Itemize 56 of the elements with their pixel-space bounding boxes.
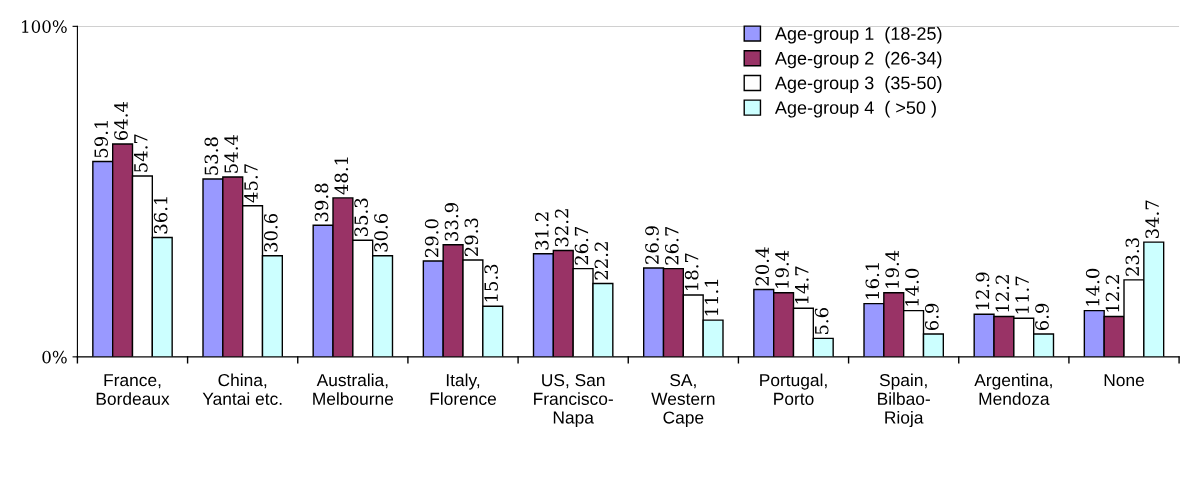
data-label: 12.2 [995,275,1010,312]
data-label: 32.2 [554,209,569,247]
data-label: 26.9 [645,226,659,264]
data-label: 19.4 [885,250,899,288]
data-label: 6.9 [1035,303,1049,331]
x-tick-label: China, Yantai etc. [202,373,282,405]
x-tick-label: US, San Francisco- Napa [534,373,613,428]
data-label: 59.1 [94,121,108,158]
x-tick-label: Portugal, Porto [760,373,827,405]
data-label: 18.7 [684,253,699,291]
x-tick-label: Spain, Bilbao- Rioja [878,373,930,428]
data-label: 54.4 [224,134,238,173]
data-label: 26.7 [665,226,679,265]
data-label: 45.7 [244,164,258,203]
data-label: 6.9 [925,303,939,331]
data-label: 12.2 [1105,275,1120,312]
data-label: 19.4 [775,250,789,288]
data-label: 64.4 [114,101,128,141]
legend-label: Age-group 1 (18-25) [774,26,942,44]
x-tick-label: None [1104,374,1144,387]
legend-label: Age-group 2 (26-34) [774,51,942,69]
data-label: 30.6 [374,213,388,252]
data-label: 29.0 [424,219,439,257]
x-tick-label: Australia, Melbourne [313,373,394,405]
data-label: 35.3 [354,198,368,237]
x-tick-label: Argentina, Mendoza [974,373,1052,405]
data-label: 20.4 [755,247,769,286]
data-label: 26.7 [574,226,589,265]
data-label: 29.3 [464,218,479,257]
data-label: 39.8 [314,183,329,222]
data-label: 48.1 [334,157,349,195]
data-label: 34.7 [1145,200,1159,239]
data-label: 15.3 [484,264,498,302]
data-label: 33.9 [444,203,459,241]
x-tick-label: SA, Western Cape [651,373,715,428]
data-label: 54.7 [134,134,148,172]
data-label: 12.9 [975,272,990,310]
data-label: 53.8 [204,137,219,175]
data-label: 14.0 [1085,268,1100,306]
data-label: 11.7 [1015,276,1029,314]
data-label: 16.1 [865,263,880,299]
x-tick-label: France, Bordeaux [96,374,170,405]
x-tick-label: Italy, Florence [430,373,497,405]
data-label: 11.1 [704,279,719,316]
data-label: 14.0 [905,268,919,306]
data-label: 36.1 [153,197,168,234]
data-label: 5.6 [814,307,829,335]
data-label: 31.2 [535,212,549,250]
y-tick-label: 0% [42,350,67,364]
legend-label: Age-group 4 ( >50 ) [774,100,936,118]
data-label: 22.2 [594,242,609,280]
data-label: 23.3 [1125,238,1140,276]
data-label: 30.6 [263,213,278,252]
y-tick-label: 100% [22,20,67,33]
legend-label: Age-group 3 (35-50) [774,76,942,93]
data-label: 14.7 [795,266,809,304]
